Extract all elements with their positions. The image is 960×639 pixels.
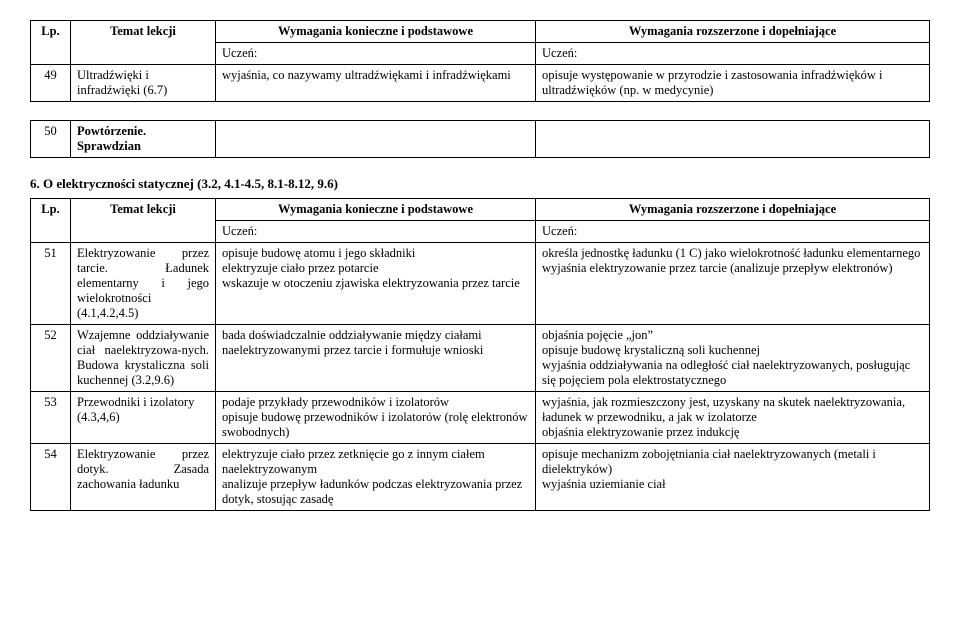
basic-line: opisuje budowę przewodników i izolatorów… — [222, 410, 529, 440]
ext-line: wyjaśnia oddziaływania na odległość ciał… — [542, 358, 923, 388]
cell-basic: podaje przykłady przewodników i izolator… — [216, 392, 536, 444]
uczen-basic: Uczeń: — [216, 221, 536, 243]
table-1-header-row: Lp. Temat lekcji Wymagania konieczne i p… — [31, 21, 930, 43]
cell-basic: wyjaśnia, co nazywamy ultradźwiękami i i… — [216, 65, 536, 102]
ext-line: opisuje budowę krystaliczną soli kuchenn… — [542, 343, 923, 358]
basic-line: opisuje budowę atomu i jego składniki — [222, 246, 529, 261]
header-basic: Wymagania konieczne i podstawowe — [216, 199, 536, 221]
cell-lp: 49 — [31, 65, 71, 102]
header-lp: Lp. — [31, 21, 71, 65]
table-row: 52 Wzajemne oddziaływanie ciał naelektry… — [31, 325, 930, 392]
cell-basic — [216, 121, 536, 158]
ext-line: opisuje mechanizm zobojętniania ciał nae… — [542, 447, 923, 477]
cell-topic: Ultradźwięki i infradźwięki (6.7) — [71, 65, 216, 102]
cell-ext: określa jednostkę ładunku (1 C) jako wie… — [536, 243, 930, 325]
header-topic: Temat lekcji — [71, 21, 216, 65]
ext-line: wyjaśnia uziemianie ciał — [542, 477, 923, 492]
table-2: Lp. Temat lekcji Wymagania konieczne i p… — [30, 198, 930, 511]
table-row: 53 Przewodniki i izolatory (4.3,4,6) pod… — [31, 392, 930, 444]
table-row: 49 Ultradźwięki i infradźwięki (6.7) wyj… — [31, 65, 930, 102]
cell-topic: Elektryzowanie przez tarcie. Ładunek ele… — [71, 243, 216, 325]
cell-topic: Wzajemne oddziaływanie ciał naelektryzow… — [71, 325, 216, 392]
cell-lp: 50 — [31, 121, 71, 158]
ext-line: wyjaśnia elektryzowanie przez tarcie (an… — [542, 261, 923, 276]
table-1: Lp. Temat lekcji Wymagania konieczne i p… — [30, 20, 930, 102]
header-basic: Wymagania konieczne i podstawowe — [216, 21, 536, 43]
basic-line: wskazuje w otoczeniu zjawiska elektryzow… — [222, 276, 529, 291]
header-topic: Temat lekcji — [71, 199, 216, 243]
cell-topic: Przewodniki i izolatory (4.3,4,6) — [71, 392, 216, 444]
ext-line: objaśnia pojęcie „jon” — [542, 328, 923, 343]
uczen-basic: Uczeń: — [216, 43, 536, 65]
basic-line: elektryzuje ciało przez zetknięcie go z … — [222, 447, 529, 477]
table-row: 51 Elektryzowanie przez tarcie. Ładunek … — [31, 243, 930, 325]
table-row: 54 Elektryzowanie przez dotyk. Zasada za… — [31, 444, 930, 511]
basic-line: podaje przykłady przewodników i izolator… — [222, 395, 529, 410]
uczen-ext: Uczeń: — [536, 43, 930, 65]
uczen-ext: Uczeń: — [536, 221, 930, 243]
ext-line: określa jednostkę ładunku (1 C) jako wie… — [542, 246, 923, 261]
basic-line: bada doświadczalnie oddziaływanie między… — [222, 328, 529, 358]
header-ext: Wymagania rozszerzone i dopełniające — [536, 21, 930, 43]
cell-lp: 53 — [31, 392, 71, 444]
cell-basic: elektryzuje ciało przez zetknięcie go z … — [216, 444, 536, 511]
table-2-header-row: Lp. Temat lekcji Wymagania konieczne i p… — [31, 199, 930, 221]
cell-ext: opisuje występowanie w przyrodzie i zast… — [536, 65, 930, 102]
cell-basic: bada doświadczalnie oddziaływanie między… — [216, 325, 536, 392]
cell-lp: 51 — [31, 243, 71, 325]
header-lp: Lp. — [31, 199, 71, 243]
section-title: 6. O elektryczności statycznej (3.2, 4.1… — [30, 176, 930, 192]
cell-ext: wyjaśnia, jak rozmieszczony jest, uzyska… — [536, 392, 930, 444]
cell-basic: opisuje budowę atomu i jego składniki el… — [216, 243, 536, 325]
header-ext: Wymagania rozszerzone i dopełniające — [536, 199, 930, 221]
cell-topic: Powtórzenie. Sprawdzian — [71, 121, 216, 158]
cell-ext — [536, 121, 930, 158]
table-1b: 50 Powtórzenie. Sprawdzian — [30, 120, 930, 158]
cell-lp: 52 — [31, 325, 71, 392]
basic-line: elektryzuje ciało przez potarcie — [222, 261, 529, 276]
cell-ext: objaśnia pojęcie „jon” opisuje budowę kr… — [536, 325, 930, 392]
table-row: 50 Powtórzenie. Sprawdzian — [31, 121, 930, 158]
basic-line: analizuje przepływ ładunków podczas elek… — [222, 477, 529, 507]
cell-lp: 54 — [31, 444, 71, 511]
ext-line: objaśnia elektryzowanie przez indukcję — [542, 425, 923, 440]
cell-topic: Elektryzowanie przez dotyk. Zasada zacho… — [71, 444, 216, 511]
ext-line: wyjaśnia, jak rozmieszczony jest, uzyska… — [542, 395, 923, 425]
cell-ext: opisuje mechanizm zobojętniania ciał nae… — [536, 444, 930, 511]
